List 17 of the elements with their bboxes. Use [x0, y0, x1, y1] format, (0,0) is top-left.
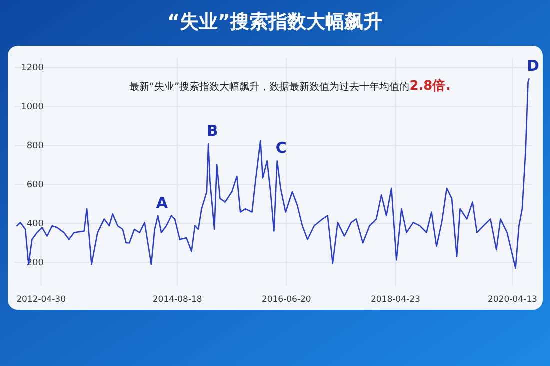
annotation: B	[206, 122, 218, 140]
y-tick-label: 600	[26, 180, 44, 191]
annotation: A	[156, 194, 168, 212]
x-tick-label: 2018-04-23	[370, 295, 420, 305]
chart-title: “失业”搜索指数大幅飙升	[168, 11, 382, 33]
x-tick-label: 2012-04-30	[16, 295, 66, 305]
x-tick-label: 2016-06-20	[262, 295, 312, 305]
annotation: D	[527, 57, 540, 76]
y-tick-label: 1200	[21, 64, 44, 74]
y-tick-label: 800	[26, 142, 44, 152]
line-series	[16, 78, 530, 270]
annotation: C	[276, 139, 287, 158]
y-tick-label: 1000	[21, 102, 44, 113]
annotation: 最新“失业”搜索指数大幅飙升，数据最新数值为过去十年均值的2.8倍.	[129, 78, 451, 94]
x-tick-label: 2014-08-18	[152, 295, 202, 305]
x-tick-label: 2020-04-13	[488, 295, 538, 305]
y-tick-label: 400	[26, 220, 44, 230]
